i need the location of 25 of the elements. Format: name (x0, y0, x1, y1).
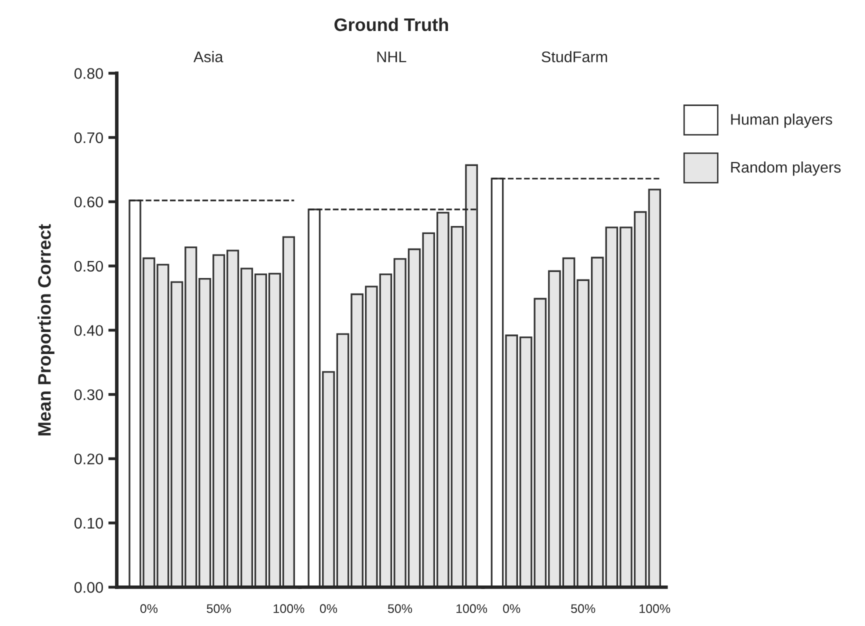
x-tick-label: 50% (571, 604, 596, 614)
legend-label: Human players (731, 114, 832, 128)
x-tick-label: 100% (456, 604, 488, 614)
chart-subtitle: NHL (377, 52, 406, 62)
y-tick-label: 0.00 (74, 582, 103, 593)
y-tick-label: 0.50 (74, 260, 103, 272)
y-tick-label: 0.10 (74, 518, 103, 529)
chart-title: Ground Truth (334, 18, 448, 32)
y-tick-label: 0.30 (74, 389, 103, 400)
y-axis-title: Mean Proportion Correct (38, 224, 54, 436)
y-tick-label: 0.60 (74, 196, 103, 208)
y-tick-label: 0.40 (74, 325, 103, 336)
x-tick-label: 0% (320, 604, 338, 614)
x-tick-label: 0% (140, 604, 158, 614)
x-tick-label: 50% (388, 604, 412, 614)
y-tick-label: 0.80 (74, 68, 103, 79)
x-tick-label: 50% (206, 604, 231, 614)
legend-label: Random players (731, 161, 841, 176)
chart-subtitle: StudFarm (542, 51, 608, 62)
y-tick-label: 0.70 (74, 132, 103, 144)
x-tick-label: 0% (503, 604, 520, 614)
y-tick-label: 0.20 (74, 454, 103, 464)
chart-subtitle: Asia (193, 51, 224, 62)
x-tick-label: 100% (640, 604, 670, 614)
x-tick-label: 100% (274, 604, 304, 614)
